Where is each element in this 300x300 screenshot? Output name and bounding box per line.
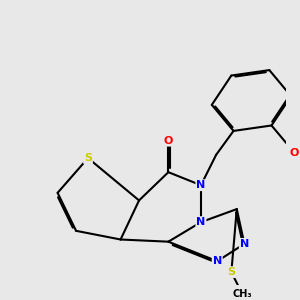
Text: O: O xyxy=(290,148,299,158)
Text: O: O xyxy=(164,136,173,146)
Text: N: N xyxy=(213,256,222,266)
Text: CH₃: CH₃ xyxy=(232,289,252,299)
Text: N: N xyxy=(196,180,206,190)
Text: N: N xyxy=(196,217,206,227)
Text: S: S xyxy=(227,267,236,277)
Text: S: S xyxy=(84,153,92,163)
Text: N: N xyxy=(240,239,249,249)
